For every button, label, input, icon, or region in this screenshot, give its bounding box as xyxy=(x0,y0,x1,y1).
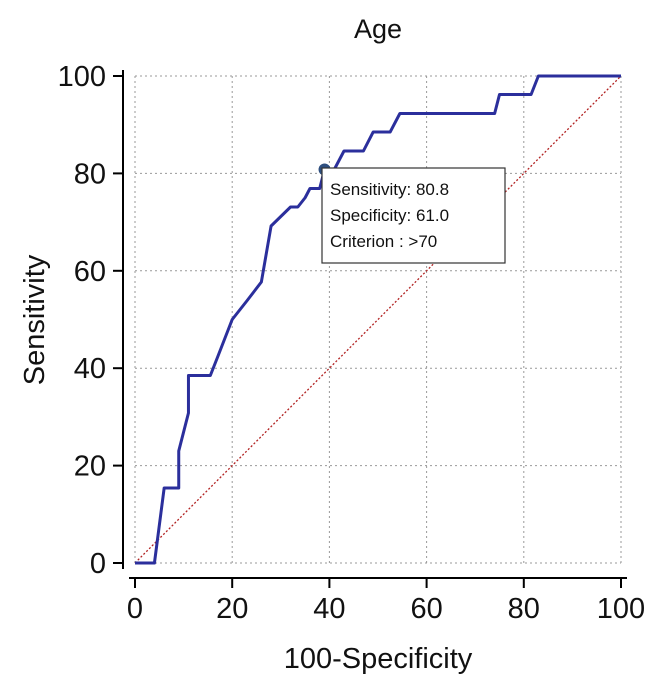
x-tick-label: 100 xyxy=(597,593,645,625)
y-tick-label: 40 xyxy=(74,353,106,385)
x-tick-label: 60 xyxy=(410,593,442,625)
annotation-text: Sensitivity: 80.8 xyxy=(330,180,449,199)
annotation-text: Specificity: 61.0 xyxy=(330,206,449,225)
y-axis-label: Sensitivity xyxy=(19,254,51,385)
x-axis-label: 100-Specificity xyxy=(284,643,473,675)
annotation-text: Criterion : >70 xyxy=(330,232,437,251)
x-tick-label: 40 xyxy=(313,593,345,625)
y-tick-label: 0 xyxy=(90,548,106,580)
y-tick-label: 100 xyxy=(58,61,106,93)
x-tick-label: 20 xyxy=(216,593,248,625)
y-tick-label: 80 xyxy=(74,158,106,190)
roc-curve xyxy=(135,74,621,565)
reference-line xyxy=(134,75,622,564)
y-tick-label: 20 xyxy=(74,451,106,483)
y-tick-label: 60 xyxy=(74,256,106,288)
x-tick-label: 80 xyxy=(508,593,540,625)
annotation-box xyxy=(321,167,506,264)
x-tick-label: 0 xyxy=(127,593,143,625)
chart-title: Age xyxy=(354,14,402,44)
